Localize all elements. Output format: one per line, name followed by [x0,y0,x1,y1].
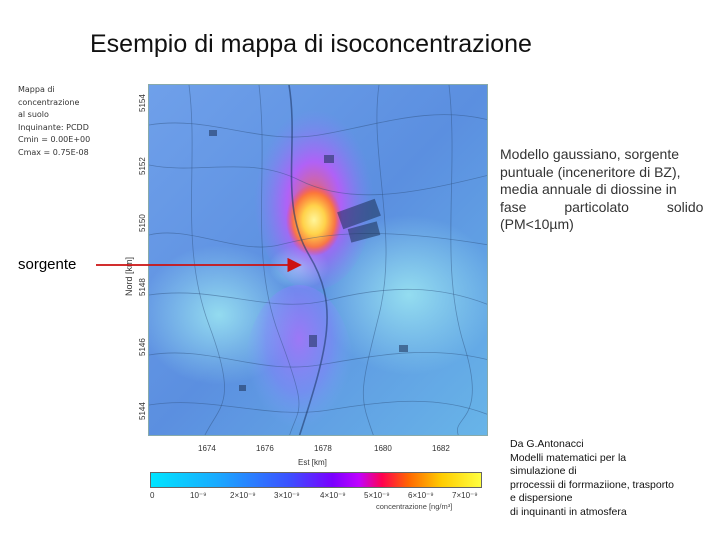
legend-line: concentrazione [18,97,80,107]
y-tick-label: 5150 [138,214,147,232]
legend-line: Mappa di [18,85,55,94]
x-tick-label: 1674 [198,444,216,453]
x-axis-label: Est [km] [298,458,327,467]
credit-line: Modelli matematici per la [510,451,627,464]
colorbar-tick-label: 0 [150,491,155,500]
colorbar-tick-label: 5×10⁻⁹ [364,491,390,500]
y-tick-label: 5152 [138,157,147,175]
y-tick-label: 5144 [138,402,147,420]
credit-line: Da G.Antonacci [510,438,584,450]
colorbar-tick-label: 4×10⁻⁹ [320,491,346,500]
credit-line: e dispersione [510,492,573,504]
colorbar-label: concentrazione [ng/m³] [376,502,453,511]
colorbar-ticks: 0 10⁻⁹ 2×10⁻⁹ 3×10⁻⁹ 4×10⁻⁹ 5×10⁻⁹ 6×10⁻… [150,491,490,505]
legend-line: Inquinante: PCDD [18,122,89,132]
model-description: Modello gaussiano, sorgente puntuale (in… [500,146,705,234]
colorbar [150,472,482,488]
colorbar-tick-label: 2×10⁻⁹ [230,491,256,500]
credit-line: prrocessii di forrmaziione, trasporto [510,478,674,491]
description-line: Modello gaussiano, sorgente [500,146,680,162]
map-legend: Mappa di concentrazione al suolo Inquina… [8,84,136,216]
x-tick-label: 1676 [256,444,274,453]
colorbar-tick-label: 6×10⁻⁹ [408,491,434,500]
source-credit: Da G.Antonacci Modelli matematici per la… [510,438,715,519]
legend-line: al suolo [18,110,49,119]
credit-line: simulazione di [510,465,577,477]
y-tick-label: 5154 [138,94,147,112]
description-line: media annuale di diossine in [500,181,677,197]
legend-line: Cmax = 0.75E-08 [18,147,89,157]
x-tick-label: 1682 [432,444,450,453]
colorbar-tick-label: 7×10⁻⁹ [452,491,478,500]
colorbar-tick-label: 3×10⁻⁹ [274,491,300,500]
isoconcentration-map [148,84,488,436]
slide-title: Esempio di mappa di isoconcentrazione [90,30,532,58]
source-label: sorgente [18,256,77,273]
y-tick-label: 5146 [138,338,147,356]
description-line: puntuale (inceneritore di BZ), [500,163,681,180]
y-axis-label: Nord [km] [124,256,134,296]
legend-line: Cmin = 0.00E+00 [18,135,91,144]
map-image [149,85,487,435]
description-line: fase particolato solido [500,198,704,215]
x-tick-label: 1680 [374,444,392,453]
y-tick-label: 5148 [138,278,147,296]
credit-line: di inquinanti in atmosfera [510,505,627,518]
description-line: (PM<10µm) [500,216,574,232]
x-tick-label: 1678 [314,444,332,453]
colorbar-tick-label: 10⁻⁹ [190,491,207,500]
